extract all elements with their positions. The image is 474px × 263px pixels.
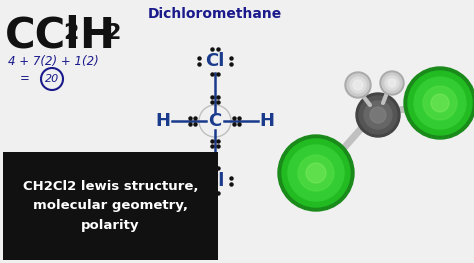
Ellipse shape xyxy=(288,145,344,201)
Text: =: = xyxy=(20,72,30,85)
Ellipse shape xyxy=(278,135,354,211)
Text: 20: 20 xyxy=(45,74,59,84)
Text: Cl: Cl xyxy=(205,172,225,190)
Text: 2: 2 xyxy=(105,23,120,43)
FancyBboxPatch shape xyxy=(3,152,218,260)
Ellipse shape xyxy=(345,72,371,98)
Ellipse shape xyxy=(353,80,363,90)
Text: H: H xyxy=(79,15,114,57)
Ellipse shape xyxy=(370,107,386,123)
Text: CCl: CCl xyxy=(5,15,81,57)
Text: 4 + 7(2) + 1(2): 4 + 7(2) + 1(2) xyxy=(8,55,99,68)
Ellipse shape xyxy=(282,139,350,207)
Text: Cl: Cl xyxy=(205,52,225,70)
Ellipse shape xyxy=(385,76,399,90)
Ellipse shape xyxy=(414,77,466,129)
Ellipse shape xyxy=(380,71,404,95)
Ellipse shape xyxy=(382,73,402,93)
Text: 2: 2 xyxy=(63,23,78,43)
Text: CH2Cl2 lewis structure,
molecular geometry,
polarity: CH2Cl2 lewis structure, molecular geomet… xyxy=(23,180,198,232)
Ellipse shape xyxy=(347,74,369,96)
Text: Dichloromethane: Dichloromethane xyxy=(148,7,282,21)
Ellipse shape xyxy=(364,101,392,129)
Ellipse shape xyxy=(423,86,457,120)
Ellipse shape xyxy=(408,71,472,135)
Ellipse shape xyxy=(404,67,474,139)
Text: H: H xyxy=(259,112,274,130)
Ellipse shape xyxy=(388,79,396,87)
Ellipse shape xyxy=(359,96,397,134)
Ellipse shape xyxy=(306,163,326,183)
Ellipse shape xyxy=(356,93,400,137)
Ellipse shape xyxy=(298,155,334,191)
Ellipse shape xyxy=(431,94,449,112)
Text: C: C xyxy=(209,112,222,130)
Ellipse shape xyxy=(350,77,366,93)
Text: H: H xyxy=(155,112,171,130)
